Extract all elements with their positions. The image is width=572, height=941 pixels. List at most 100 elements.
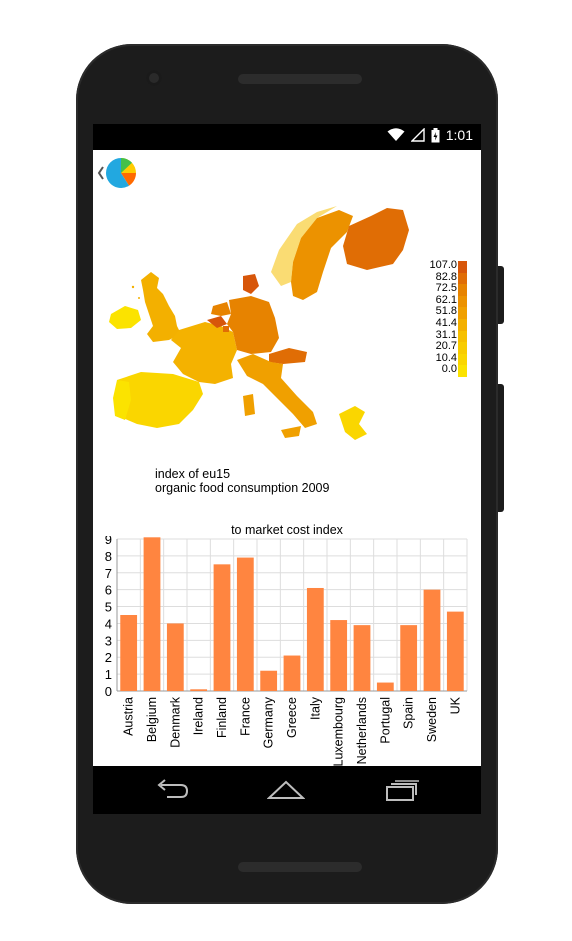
x-tick-label: France <box>238 697 252 736</box>
bar-chart: 0 1 2 3 45 6 7 8 9 Austria Belgium Denmark Ireland Fi… <box>105 536 468 766</box>
x-tick-label: Denmark <box>168 696 182 747</box>
x-tick-label: Germany <box>262 696 276 748</box>
bar-sweden[interactable] <box>423 589 441 691</box>
legend-swatch-0 <box>458 261 467 273</box>
y-tick-label: 5 <box>105 600 112 615</box>
map-belgium <box>207 316 227 328</box>
bar-finland[interactable] <box>213 564 231 691</box>
x-tick-label: Netherlands <box>355 697 369 764</box>
bar-austria[interactable] <box>120 615 138 691</box>
x-tick-label: Belgium <box>145 697 159 742</box>
bar-germany[interactable] <box>260 670 278 691</box>
wifi-icon <box>387 128 405 141</box>
x-tick-label: Sweden <box>425 697 439 742</box>
legend-row: 10.4 <box>417 352 467 366</box>
x-tick-label: Austria <box>122 697 136 736</box>
legend-row: 51.8 <box>417 305 467 319</box>
map-germany <box>227 296 279 354</box>
bar-belgium[interactable] <box>143 537 161 691</box>
x-tick-label: Italy <box>308 696 322 720</box>
bar-greece[interactable] <box>283 655 301 691</box>
y-tick-label: 2 <box>105 650 112 665</box>
app-content: 107.0 82.8 72.5 62.1 51.8 41.4 31.1 20.7… <box>93 150 481 766</box>
legend-row: 82.8 <box>417 271 467 285</box>
map-denmark <box>243 274 259 294</box>
legend-swatch-7 <box>458 342 467 354</box>
bar-uk[interactable] <box>446 611 464 691</box>
map-italy <box>237 354 317 428</box>
legend-swatch-9 <box>458 365 467 377</box>
x-tick-label: Spain <box>402 697 416 729</box>
back-button[interactable] <box>96 157 138 189</box>
legend-swatch-5 <box>458 318 467 331</box>
signal-icon <box>410 128 425 142</box>
legend-row: 0.0 <box>417 363 467 377</box>
bar-luxembourg[interactable] <box>330 620 348 691</box>
map-uk <box>141 272 181 342</box>
map-caption: index of eu15 organic food consumption 2… <box>155 467 329 495</box>
back-nav-icon[interactable] <box>153 778 189 802</box>
map-sardinia <box>243 394 255 416</box>
bar-italy[interactable] <box>306 587 324 691</box>
bar-france[interactable] <box>236 557 254 691</box>
legend-row: 72.5 <box>417 282 467 296</box>
bar-denmark[interactable] <box>166 623 184 691</box>
bar-ireland[interactable] <box>190 689 208 691</box>
legend-swatch-3 <box>458 295 467 308</box>
map-ireland <box>109 306 141 329</box>
y-tick-label: 6 <box>105 583 112 598</box>
europe-map <box>109 206 409 440</box>
map-finland <box>343 208 409 270</box>
x-tick-label: Luxembourg <box>332 697 346 766</box>
map-spain <box>117 372 203 428</box>
map-caption-line2: organic food consumption 2009 <box>155 481 330 495</box>
x-tick-label: UK <box>448 696 462 714</box>
map-sicily <box>281 426 301 438</box>
y-tick-label: 8 <box>105 549 112 564</box>
status-bar: 1:01 <box>93 124 481 150</box>
legend-row: 62.1 <box>417 294 467 308</box>
x-tick-label: Ireland <box>192 697 206 735</box>
x-tick-label: Portugal <box>378 697 392 744</box>
legend-swatch-2 <box>458 284 467 296</box>
map-france <box>171 322 237 384</box>
bar-spain[interactable] <box>400 625 418 691</box>
legend-swatch-6 <box>458 330 467 343</box>
legend-swatch-1 <box>458 272 467 285</box>
x-tick-label: Greece <box>285 697 299 738</box>
map-greece <box>339 406 367 440</box>
status-time: 1:01 <box>445 127 473 143</box>
legend-swatch-4 <box>458 307 467 319</box>
chart-title: to market cost index <box>231 523 343 537</box>
map-luxembourg <box>223 326 229 332</box>
battery-icon <box>431 127 440 142</box>
legend-row: 31.1 <box>417 329 467 343</box>
front-camera <box>146 70 162 86</box>
map-netherlands <box>211 302 231 316</box>
map-austria <box>269 348 307 364</box>
legend-row: 20.7 <box>417 340 467 354</box>
legend-row: 107.0 <box>417 259 467 273</box>
bar-portugal[interactable] <box>376 682 394 691</box>
y-tick-label: 7 <box>105 566 112 581</box>
y-tick-label: 9 <box>105 536 112 547</box>
recents-nav-icon[interactable] <box>383 778 419 802</box>
map-legend: 107.0 82.8 72.5 62.1 51.8 41.4 31.1 20.7… <box>417 259 467 377</box>
screen: 1:01 <box>93 124 481 814</box>
navigation-bar <box>93 766 481 814</box>
legend-swatch-8 <box>458 353 467 366</box>
y-tick-label: 1 <box>105 667 112 682</box>
map-sweden <box>291 210 353 300</box>
power-button <box>498 266 504 324</box>
legend-row: 41.4 <box>417 317 467 331</box>
map-portugal <box>113 380 131 420</box>
home-nav-icon[interactable] <box>267 778 305 802</box>
bottom-speaker <box>238 862 362 872</box>
top-speaker <box>238 74 362 84</box>
y-tick-label: 0 <box>105 684 112 699</box>
volume-button <box>498 384 504 512</box>
map-caption-line1: index of eu15 <box>155 467 231 481</box>
x-tick-label: Finland <box>215 697 229 738</box>
pie-chart-icon <box>106 158 136 189</box>
bar-netherlands[interactable] <box>353 625 371 691</box>
